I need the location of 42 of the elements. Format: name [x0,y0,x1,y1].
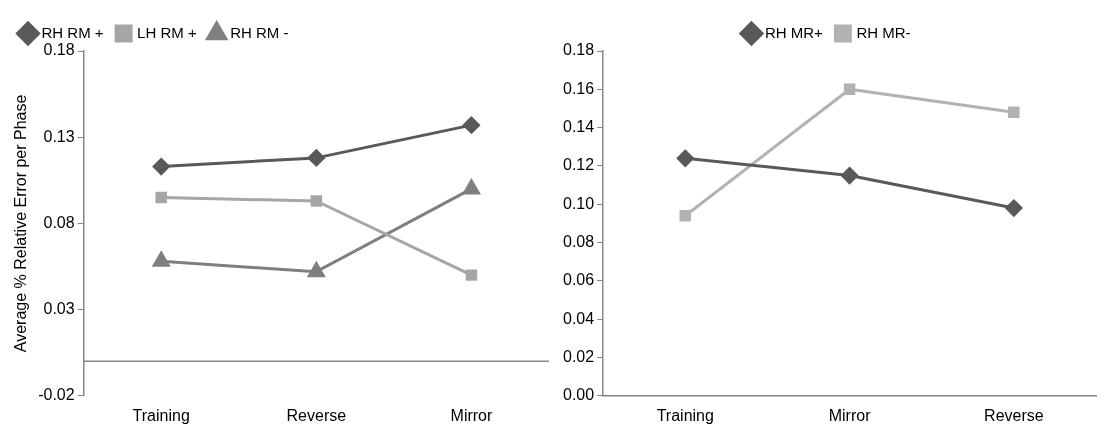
point [307,149,325,167]
point [307,262,325,278]
x-tick-label: Reverse [984,406,1044,424]
point [152,158,170,176]
x-tick-label: Training [656,406,714,424]
y-tick-label: -0.02 [38,386,75,404]
point [1005,199,1023,217]
x-tick-label: Reverse [286,406,347,424]
y-tick-label: 0.03 [43,300,75,318]
y-axis-title: Average % Relative Error per Phase [12,94,30,353]
y-tick-label: 0.02 [563,347,595,365]
y-tick-label: 0.08 [563,232,595,250]
legend-label: LH RM + [137,23,197,41]
y-tick-label: 0.04 [563,309,595,327]
point [152,251,170,267]
y-tick-label: 0.16 [563,79,595,97]
legend-label: RH RM - [230,23,289,41]
point [843,83,856,96]
y-tick-label: 0.08 [43,213,75,231]
point [462,116,480,134]
x-tick-label: Training [132,406,190,424]
y-tick-label: 0.14 [563,118,595,136]
point [841,167,859,185]
point [310,195,323,207]
y-tick-label: 0.00 [563,386,595,404]
point [465,269,478,281]
legend-label: RH MR+ [764,23,824,41]
x-tick-label: Mirror [450,406,493,424]
legend-label: RH MR- [856,23,911,41]
x-tick-label: Mirror [828,406,872,424]
point [1008,106,1020,119]
point [155,191,167,204]
point [679,210,692,222]
y-tick-label: 0.13 [43,127,75,145]
y-tick-label: 0.06 [563,271,595,289]
y-tick-label: 0.10 [563,194,595,212]
y-tick-label: 0.18 [43,41,75,59]
y-tick-label: 0.12 [563,156,595,174]
point [463,179,480,195]
y-tick-label: 0.18 [563,41,595,59]
point [676,149,694,167]
legend-label: RH RM + [41,23,104,41]
